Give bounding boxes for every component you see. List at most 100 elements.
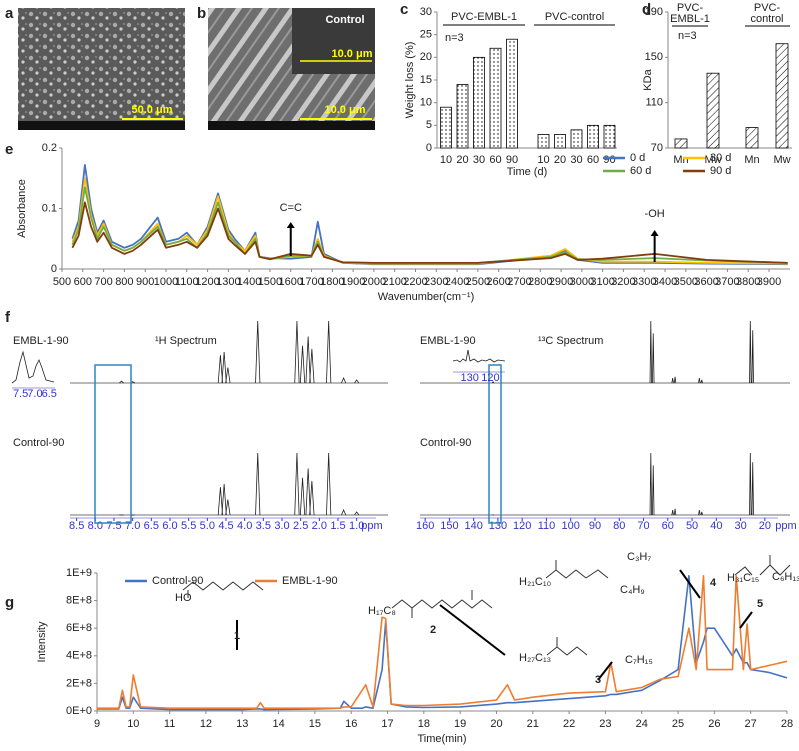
spectrum-peak (305, 468, 311, 516)
y-axis-label: KDa (642, 68, 654, 90)
spectrum-peak (751, 462, 754, 516)
y-tick-label: 0 (426, 142, 432, 154)
x-tick-label: 18 (418, 718, 430, 730)
spectrum-peak (341, 377, 347, 384)
group-label: EMBL-1 (670, 13, 710, 25)
x-tick-label: Mw (704, 154, 721, 166)
bar (473, 56, 485, 149)
inset-tick-label: 7.5 (13, 388, 28, 400)
panel-label: f (5, 309, 11, 326)
spectrum-peak (652, 333, 655, 384)
x-tick-label: 1.5 (330, 520, 345, 532)
bar (506, 38, 518, 149)
x-tick-label: 2100 (382, 276, 406, 288)
y-tick-label: 70 (651, 142, 663, 154)
x-tick-label: 5.5 (181, 520, 196, 532)
x-tick-label: 3500 (674, 276, 698, 288)
x-tick-label: 19 (454, 718, 466, 730)
spectrum-peak (341, 509, 347, 516)
spectrum-peak (305, 336, 311, 384)
spectrum-peak (649, 452, 653, 516)
spectrum-peak (749, 452, 752, 516)
x-tick-label: 3700 (715, 276, 739, 288)
x-tick-label: 900 (136, 276, 154, 288)
spectrum-peak (221, 351, 227, 384)
inset-tick-label: 130 (460, 372, 478, 384)
x-tick-label: 1500 (258, 276, 282, 288)
spectrum-peak (652, 465, 655, 516)
spectrum-peak (673, 508, 677, 516)
spectrum-peak (751, 330, 754, 384)
legend-label: Control-90 (152, 575, 203, 587)
x-tick-label: 26 (708, 718, 720, 730)
x-tick-label: 3200 (611, 276, 635, 288)
x-tick-label: 8.5 (69, 520, 84, 532)
y-tick-label: 20 (420, 51, 432, 63)
legend-label: 90 d (710, 165, 731, 177)
structure-bond (546, 637, 588, 656)
x-tick-label: 120 (513, 520, 531, 532)
legend-label: 30 d (710, 152, 731, 164)
arrow (739, 611, 753, 629)
y-tick-label: 8E+8 (66, 595, 92, 607)
x-tick-label: 130 (489, 520, 507, 532)
highlight-box (94, 364, 132, 524)
x-tick-label: 700 (94, 276, 112, 288)
inset-tick-label: 7.0 (27, 388, 42, 400)
arrow-head (286, 222, 295, 228)
annotation: 2 (430, 624, 436, 636)
inset-tick-label: 6.5 (42, 388, 57, 400)
x-unit: ppm (775, 520, 796, 532)
annotation: 3 (595, 674, 601, 686)
x-tick-label: 16 (345, 718, 357, 730)
x-tick-label: 13 (236, 718, 248, 730)
x-tick-label: 90 (589, 520, 601, 532)
panel-label: e (5, 141, 13, 158)
y-tick-label: 0 (51, 263, 57, 275)
x-tick-label: 1600 (278, 276, 302, 288)
scale-label: 50.0 μm (132, 104, 173, 116)
x-tick-label: 7.5 (106, 520, 121, 532)
y-tick-label: 110 (645, 97, 663, 109)
annotation: n=3 (678, 30, 697, 42)
spectrum-peak (217, 487, 223, 516)
series-line (71, 177, 788, 265)
trace-label: EMBL-1-90 (13, 335, 69, 347)
x-tick-label: 30 (734, 520, 746, 532)
spectrum-peak (698, 509, 701, 516)
x-tick-label: 1800 (320, 276, 344, 288)
x-tick-label: 50 (686, 520, 698, 532)
structure-label: C₄H₉ (620, 584, 645, 596)
panel-label: g (5, 594, 14, 611)
bar (456, 84, 469, 149)
x-tick-label: Mn (744, 154, 759, 166)
x-tick-label: 20 (490, 718, 502, 730)
x-tick-label: 90 (506, 154, 518, 166)
structure-label: H₂₁C₁₀ (519, 576, 551, 588)
structure-label: H₁₇C₈ (368, 605, 396, 617)
group-label: PVC- (677, 2, 704, 14)
series-line (97, 575, 788, 711)
y-axis-label: Absorbance (16, 179, 28, 238)
spectrum-peak (309, 348, 315, 384)
bar (603, 124, 616, 149)
x-tick-label: 1100 (175, 276, 199, 288)
y-axis-label: Weight loss (%) (404, 42, 416, 119)
spectrum-peak (294, 320, 300, 384)
x-tick-label: 1200 (195, 276, 219, 288)
x-tick-label: 150 (440, 520, 458, 532)
x-tick-label: 160 (416, 520, 434, 532)
x-tick-label: 30 (473, 154, 485, 166)
x-tick-label: 27 (745, 718, 757, 730)
x-tick-label: 6.0 (162, 520, 177, 532)
x-tick-label: 9 (94, 718, 100, 730)
x-tick-label: 3.5 (256, 520, 271, 532)
x-tick-label: 4.5 (218, 520, 233, 532)
structure-label: HO (175, 592, 192, 604)
structure-bond (391, 590, 493, 618)
structure-bond (734, 555, 791, 576)
spectrum-peak (326, 320, 332, 384)
spectrum-title: ¹H Spectrum (155, 335, 217, 347)
spectrum-peak (119, 380, 124, 384)
